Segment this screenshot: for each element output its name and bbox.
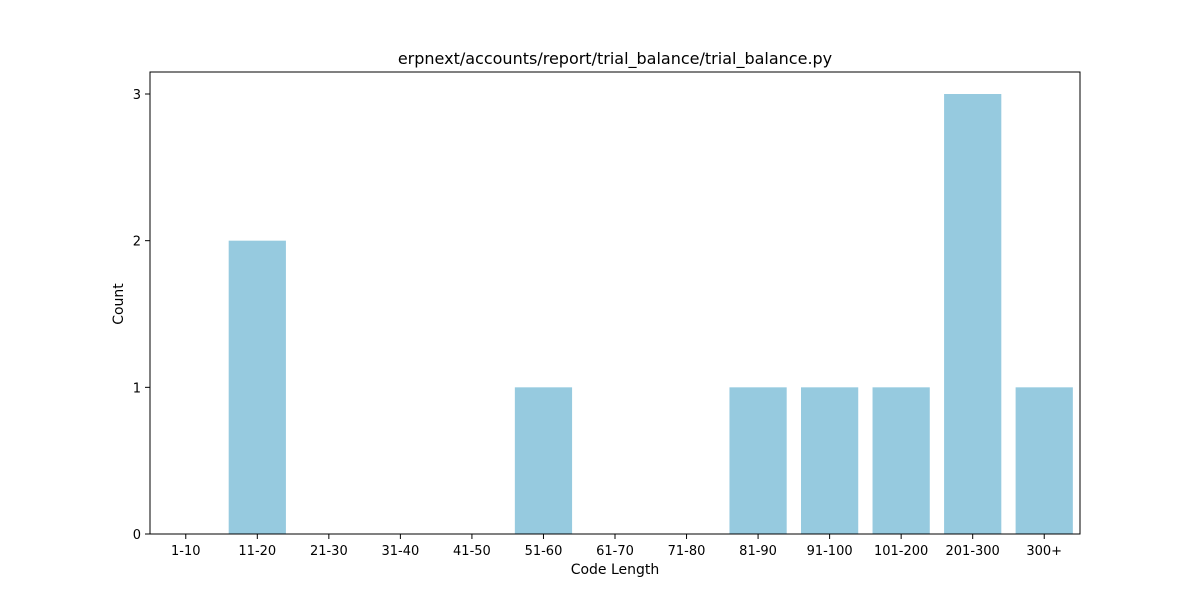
y-tick-label: 0: [133, 528, 141, 543]
bar-81-90: [729, 387, 787, 534]
x-tick-label: 101-200: [874, 544, 928, 559]
bar-201-300: [944, 94, 1002, 534]
x-tick-label: 300+: [1026, 544, 1062, 559]
y-tick-label: 3: [133, 88, 141, 103]
plot-area-frame: [149, 71, 1081, 535]
x-tick-label: 41-50: [453, 544, 491, 559]
bar-101-200: [872, 387, 930, 534]
y-axis-label: Count: [111, 283, 127, 325]
x-tick-label: 51-60: [525, 544, 563, 559]
bar-11-20: [228, 240, 286, 535]
x-tick-label: 61-70: [596, 544, 634, 559]
x-tick-label: 201-300: [946, 544, 1000, 559]
x-tick-label: 71-80: [668, 544, 706, 559]
bar-300+: [1015, 387, 1073, 534]
x-tick-label: 91-100: [807, 544, 853, 559]
bars-group: [228, 94, 1073, 535]
chart-title: erpnext/accounts/report/trial_balance/tr…: [398, 49, 832, 69]
x-axis-ticks: 1-10 11-20 21-30 31-40 41-50 51-60 61-70 71-80 8…: [171, 534, 1062, 559]
y-tick-label: 2: [133, 235, 141, 250]
x-tick-label: 21-30: [310, 544, 348, 559]
y-axis-ticks: 0 1 2 3: [133, 88, 150, 543]
x-axis-label: Code Length: [571, 562, 660, 578]
x-tick-label: 11-20: [238, 544, 276, 559]
y-tick-label: 1: [133, 381, 141, 396]
x-tick-label: 81-90: [739, 544, 777, 559]
x-tick-label: 31-40: [381, 544, 419, 559]
bar-91-100: [801, 387, 859, 534]
x-tick-label: 1-10: [171, 544, 201, 559]
bar-51-60: [514, 387, 573, 534]
